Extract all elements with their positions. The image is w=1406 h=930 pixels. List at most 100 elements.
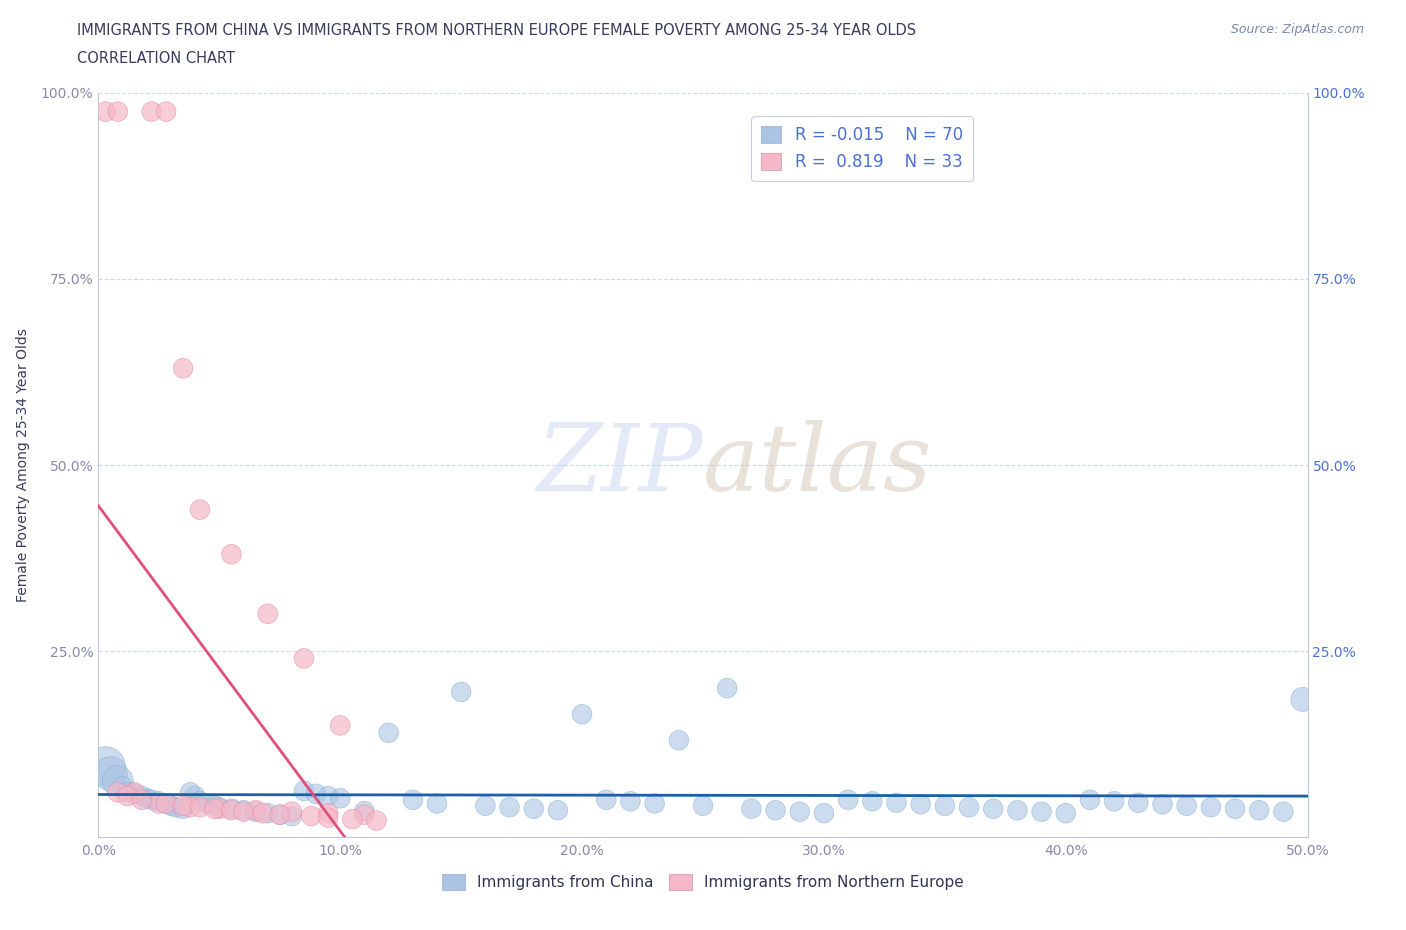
Point [155,796,177,811]
Point [692,798,714,813]
Point [148,794,170,809]
Point [107,104,129,119]
Point [1175,798,1198,813]
Point [1223,802,1246,817]
Point [740,802,762,817]
Point [111,779,134,794]
Point [172,798,194,813]
Point [813,805,835,820]
Point [160,798,183,813]
Point [256,805,278,820]
Point [188,800,211,815]
Point [256,606,278,621]
Point [402,792,425,807]
Point [221,803,243,817]
Point [366,813,388,828]
Point [245,803,267,817]
Point [957,800,980,815]
Point [837,792,859,807]
Point [281,804,304,819]
Point [619,794,641,809]
Point [981,802,1004,817]
Point [765,803,787,817]
Point [886,795,908,810]
Point [523,802,546,817]
Point [1031,804,1053,819]
Point [329,790,352,805]
Point [148,796,170,811]
Text: Source: ZipAtlas.com: Source: ZipAtlas.com [1230,23,1364,36]
Point [221,802,243,817]
Point [292,783,315,798]
Point [1292,692,1315,707]
Point [547,803,569,817]
Point [1152,797,1174,812]
Point [595,792,617,807]
Point [208,800,231,815]
Text: CORRELATION CHART: CORRELATION CHART [77,51,235,66]
Point [353,807,375,822]
Point [1078,792,1101,807]
Point [94,104,117,119]
Point [269,807,291,822]
Point [131,792,153,807]
Point [107,785,129,800]
Point [124,787,146,802]
Point [179,800,201,815]
Point [1102,794,1125,809]
Point [329,718,352,733]
Point [131,789,153,804]
Point [305,787,328,802]
Point [342,812,364,827]
Point [117,789,139,804]
Point [571,707,593,722]
Y-axis label: Female Poverty Among 25-34 Year Olds: Female Poverty Among 25-34 Year Olds [15,328,30,602]
Point [135,790,157,805]
Point [281,809,304,824]
Point [221,547,243,562]
Legend: Immigrants from China, Immigrants from Northern Europe: Immigrants from China, Immigrants from N… [436,868,970,897]
Point [474,798,496,813]
Point [124,785,146,800]
Point [1272,804,1295,819]
Point [117,785,139,800]
Point [195,796,218,811]
Point [1007,803,1029,817]
Point [184,789,207,804]
Point [299,809,322,824]
Point [269,807,291,822]
Point [934,798,956,813]
Point [141,104,163,119]
Point [377,725,399,740]
Point [208,802,231,817]
Point [450,684,472,699]
Point [716,681,738,696]
Point [668,733,690,748]
Point [232,803,254,817]
Point [860,794,883,809]
Point [204,798,226,813]
Point [1054,805,1077,820]
Point [245,804,267,819]
Point [172,361,194,376]
Point [107,774,129,789]
Point [179,785,201,800]
Point [316,810,339,825]
Point [204,802,226,817]
Point [1249,803,1271,817]
Point [789,804,811,819]
Point [316,789,339,804]
Point [188,502,211,517]
Point [292,651,315,666]
Point [426,796,449,811]
Text: IMMIGRANTS FROM CHINA VS IMMIGRANTS FROM NORTHERN EUROPE FEMALE POVERTY AMONG 25: IMMIGRANTS FROM CHINA VS IMMIGRANTS FROM… [77,23,917,38]
Point [316,805,339,820]
Point [100,766,122,781]
Point [155,796,177,811]
Point [232,804,254,819]
Point [94,759,117,774]
Point [1128,795,1150,810]
Point [910,797,932,812]
Point [165,800,187,815]
Text: ZIP: ZIP [536,420,703,510]
